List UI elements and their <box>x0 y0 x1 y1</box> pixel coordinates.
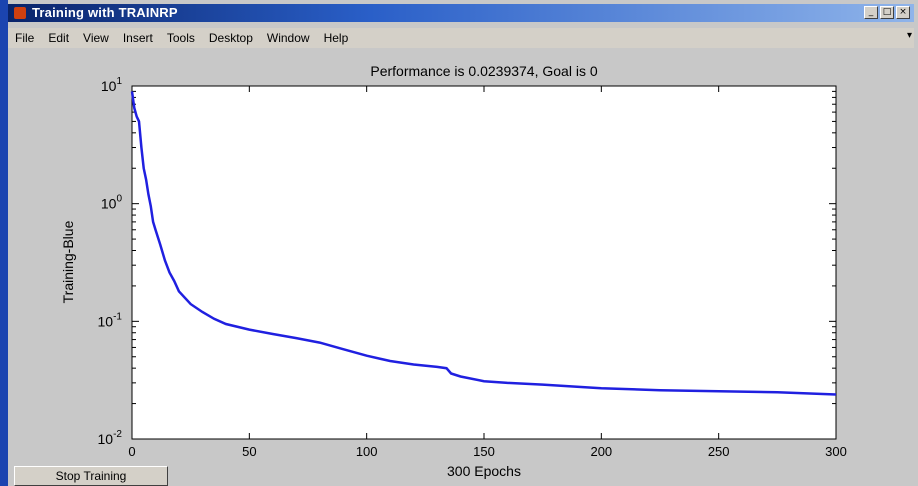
stop-training-button[interactable]: Stop Training <box>14 466 168 486</box>
window-controls: _ □ × <box>864 6 910 19</box>
x-axis-label: 300 Epochs <box>447 463 521 479</box>
matlab-icon <box>14 7 26 19</box>
title-bar[interactable]: Training with TRAINRP _ □ × <box>8 4 914 22</box>
x-tick-label: 50 <box>242 444 256 459</box>
y-tick-label: 100 <box>101 194 123 212</box>
minimize-button[interactable]: _ <box>864 6 878 19</box>
menu-edit[interactable]: Edit <box>48 31 70 45</box>
plot-area <box>131 85 837 440</box>
x-axis-ticks: 0 50 100 150 200 250 300 <box>128 86 847 459</box>
menu-bar: File Edit View Insert Tools Desktop Wind… <box>8 28 914 48</box>
y-axis-ticks: 101 100 10-1 10-2 <box>98 76 836 447</box>
menu-file[interactable]: File <box>15 31 35 45</box>
maximize-button[interactable]: □ <box>880 6 894 19</box>
y-tick-label: 101 <box>101 76 123 94</box>
menu-view[interactable]: View <box>83 31 109 45</box>
window-title: Training with TRAINRP <box>32 5 178 20</box>
menu-window[interactable]: Window <box>266 31 310 45</box>
menu-tools[interactable]: Tools <box>166 31 195 45</box>
x-tick-label: 100 <box>356 444 378 459</box>
menu-overflow-arrow-icon[interactable]: ▾ <box>906 30 912 41</box>
x-tick-label: 150 <box>473 444 495 459</box>
y-tick-label: 10-2 <box>98 429 123 447</box>
x-tick-label: 0 <box>128 444 135 459</box>
plot-title: Performance is 0.0239374, Goal is 0 <box>370 63 597 79</box>
y-tick-label: 10-1 <box>98 311 123 329</box>
menu-desktop[interactable]: Desktop <box>208 31 253 45</box>
x-tick-label: 200 <box>590 444 612 459</box>
menu-help[interactable]: Help <box>323 31 349 45</box>
close-button[interactable]: × <box>896 6 910 19</box>
x-tick-label: 300 <box>825 444 847 459</box>
window-border <box>0 0 8 486</box>
x-tick-label: 250 <box>708 444 730 459</box>
training-series-line <box>130 91 837 396</box>
y-axis-label: Training-Blue <box>60 220 76 303</box>
menu-insert[interactable]: Insert <box>122 31 153 45</box>
